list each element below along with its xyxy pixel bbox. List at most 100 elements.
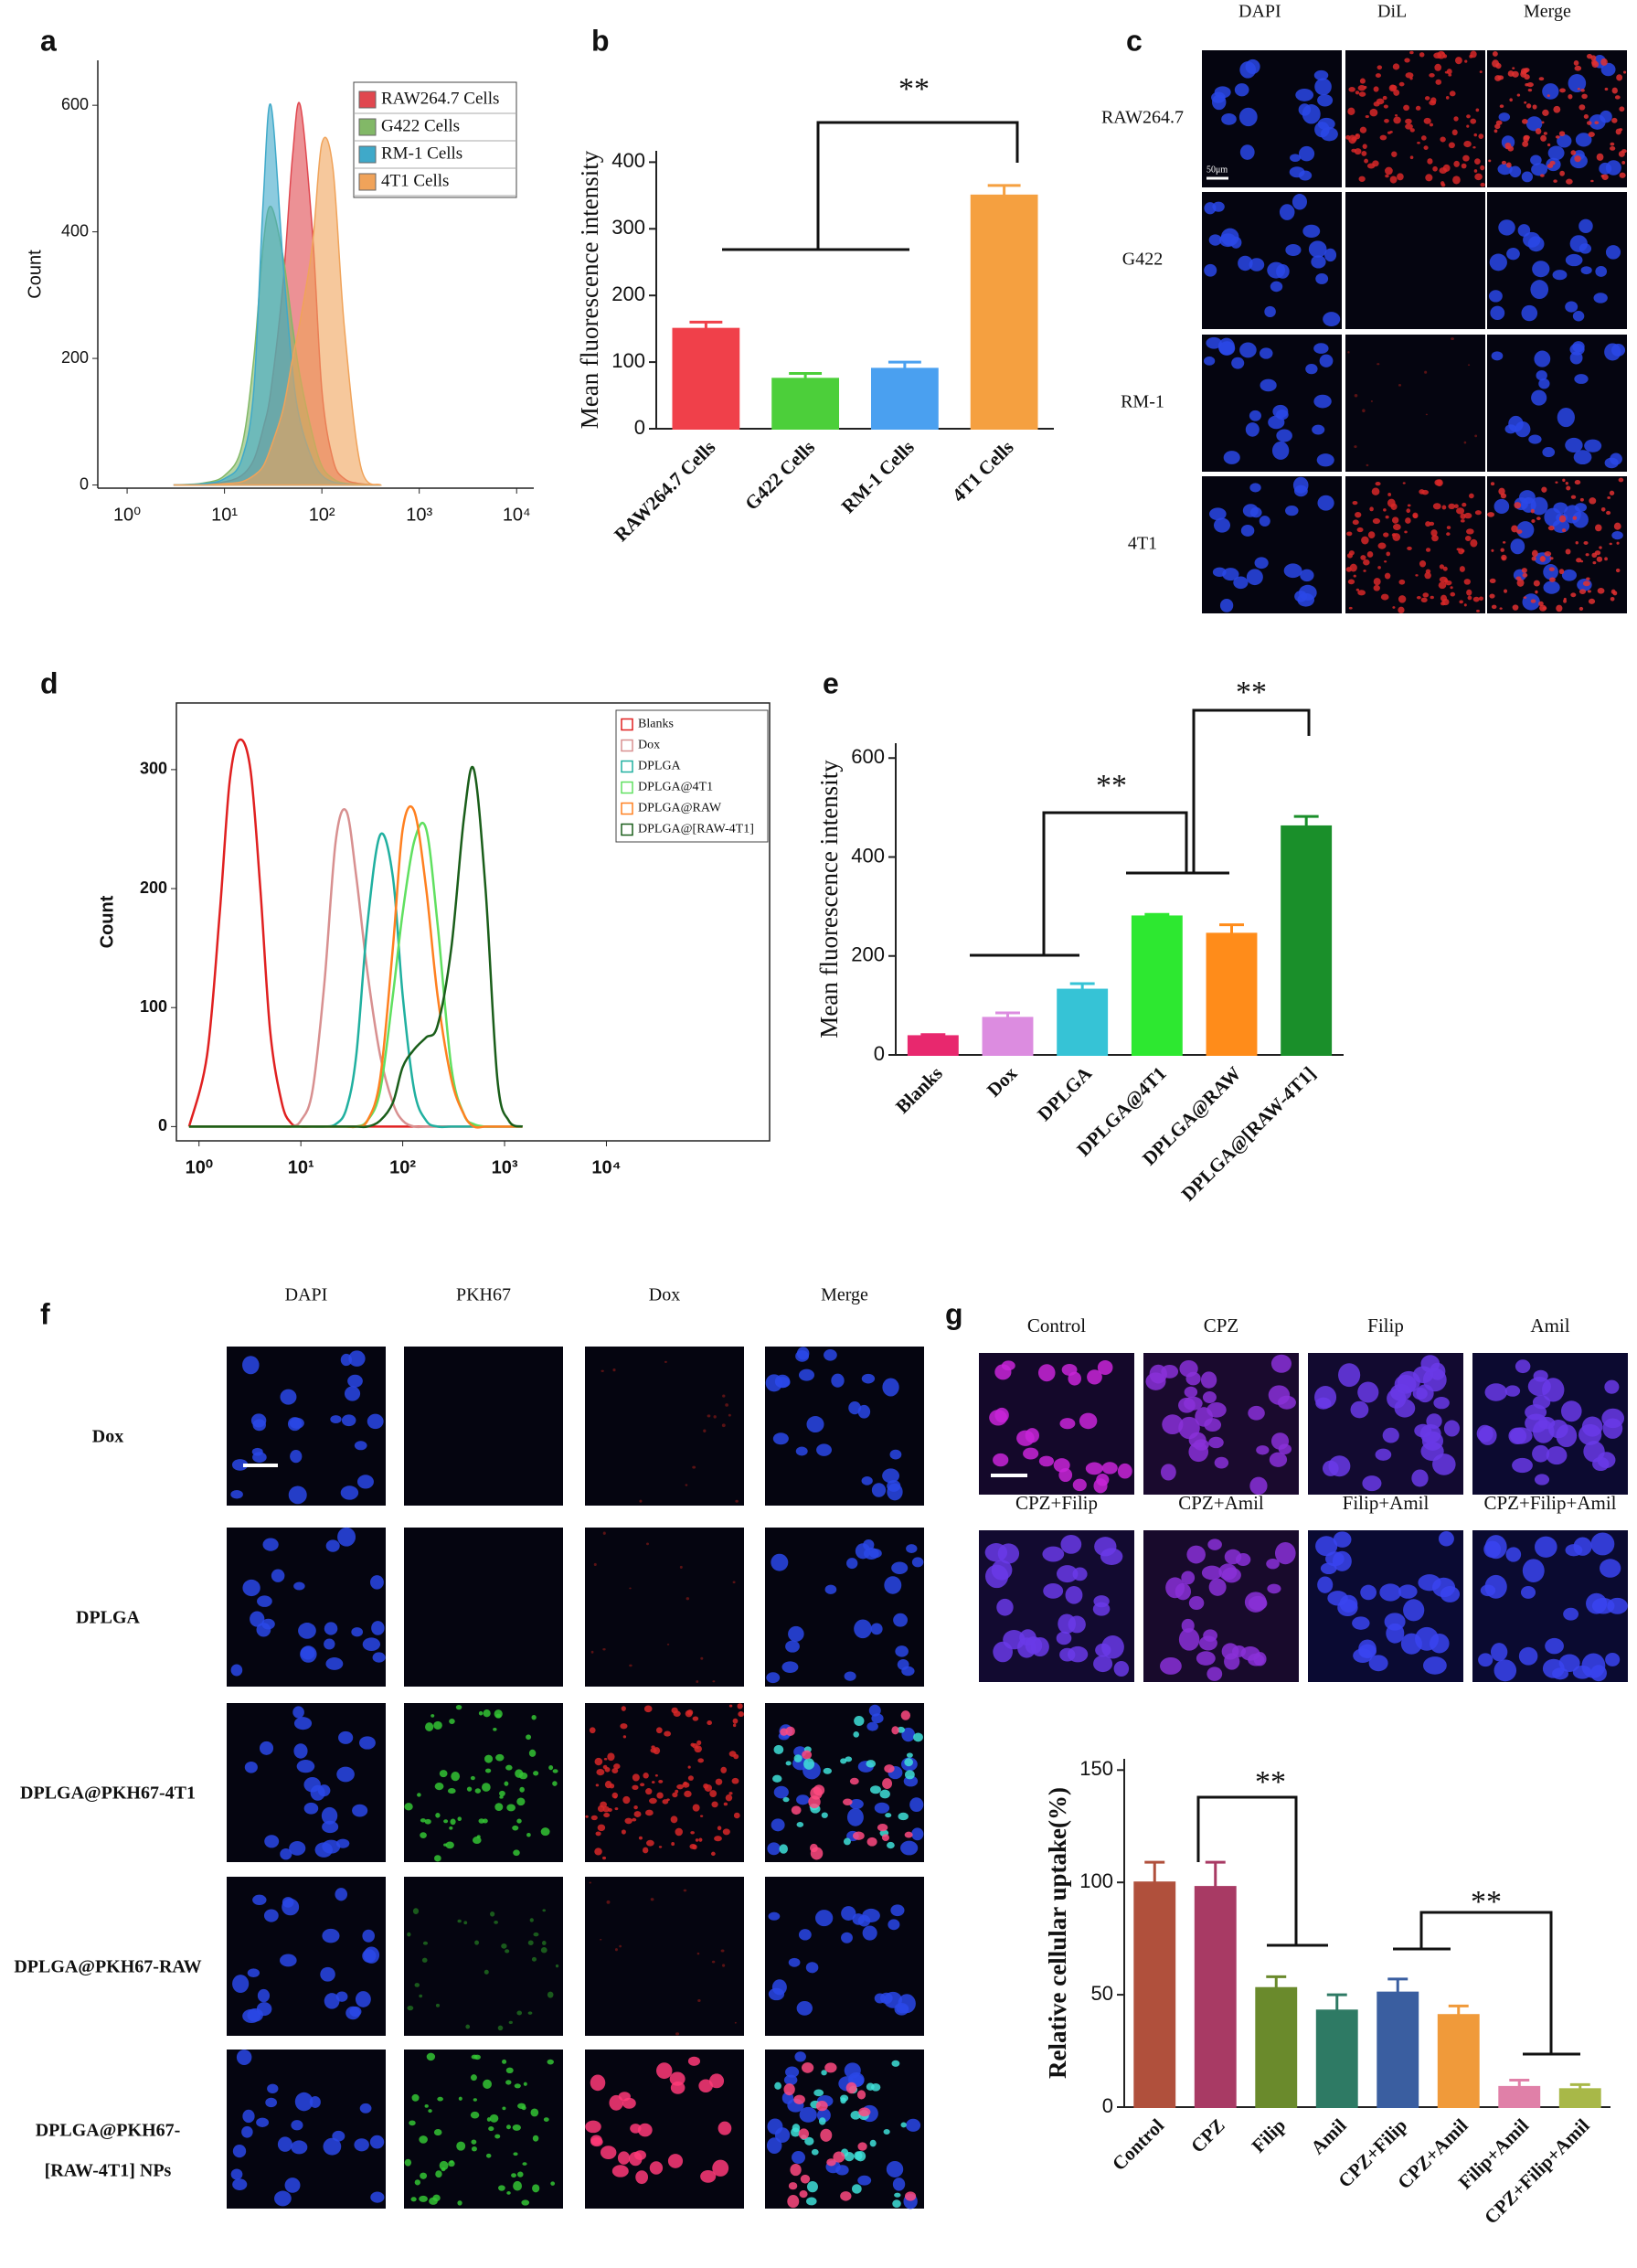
cell — [511, 2173, 516, 2178]
cell — [607, 1752, 615, 1762]
cell — [1421, 489, 1430, 495]
cell — [855, 1543, 871, 1560]
cell — [1394, 113, 1398, 117]
micrograph-image — [404, 1877, 563, 2036]
cell — [1541, 121, 1545, 124]
cell — [646, 1542, 649, 1546]
cell — [533, 1932, 539, 1937]
cell — [585, 2120, 601, 2134]
cell — [1359, 78, 1366, 84]
cell — [606, 1900, 611, 1904]
cell — [1533, 1420, 1555, 1443]
column-header: DiL — [1377, 2, 1407, 22]
cell — [1393, 116, 1401, 124]
micrograph-image — [585, 1877, 744, 2036]
cell — [1279, 204, 1295, 220]
cell — [1610, 142, 1615, 146]
cell — [1233, 576, 1249, 590]
cell — [602, 1531, 606, 1535]
cell — [1314, 78, 1332, 96]
bar — [1206, 932, 1258, 1057]
y-tick-label: 600 — [61, 95, 89, 113]
cell — [1270, 1432, 1290, 1450]
cell — [1546, 1446, 1568, 1465]
cell — [404, 2158, 412, 2167]
cell — [1057, 1565, 1079, 1583]
cell — [866, 1721, 878, 1731]
significance-bracket — [1419, 1911, 1553, 2054]
cell — [683, 1781, 688, 1786]
micrograph-background — [404, 1877, 563, 2036]
cell — [1373, 578, 1381, 586]
cell — [531, 1714, 537, 1720]
cell — [1352, 519, 1359, 526]
cell — [1573, 1537, 1592, 1556]
cell — [795, 1350, 809, 1362]
cell — [796, 1794, 810, 1805]
cell — [1317, 117, 1335, 131]
cell — [1404, 58, 1410, 63]
cell — [370, 2191, 385, 2203]
cell — [1487, 512, 1495, 517]
cell — [1531, 556, 1536, 561]
row-label: RM-1 — [1121, 392, 1164, 412]
cell — [284, 2177, 301, 2193]
cell — [1224, 1549, 1242, 1565]
cell — [1536, 370, 1547, 381]
cell — [848, 1401, 862, 1415]
cell — [589, 1881, 592, 1884]
cell — [1574, 480, 1581, 485]
cell — [247, 1968, 260, 1978]
cell — [356, 1475, 374, 1489]
y-tick-label: 200 — [851, 943, 885, 966]
cell — [597, 1824, 606, 1832]
cell — [1466, 114, 1471, 119]
cell — [495, 1753, 505, 1762]
cell — [1491, 351, 1504, 361]
cell — [1573, 59, 1579, 66]
cell — [1573, 450, 1592, 465]
cell — [443, 1819, 449, 1824]
cell — [1357, 1381, 1379, 1403]
cell — [1266, 1558, 1280, 1570]
micrograph-image — [404, 1347, 563, 1506]
micrograph-background — [1143, 1530, 1299, 1682]
cell — [1402, 482, 1406, 484]
cell — [1347, 351, 1350, 354]
cell — [434, 1855, 441, 1862]
cell — [1472, 596, 1480, 602]
cell — [1515, 421, 1531, 438]
cell — [1384, 1613, 1406, 1631]
row-label: G422 — [1122, 250, 1163, 270]
cell — [732, 1581, 736, 1584]
cell — [585, 1815, 589, 1818]
cell — [1430, 97, 1437, 104]
cell — [1609, 542, 1612, 546]
cell — [1385, 166, 1393, 176]
cell — [1356, 527, 1364, 533]
cell — [712, 1680, 716, 1683]
cell — [523, 2082, 527, 2086]
cell — [1470, 538, 1478, 548]
cell — [671, 1707, 678, 1714]
cell — [1377, 542, 1387, 549]
cell — [1403, 104, 1410, 112]
cell — [1548, 567, 1555, 571]
cell — [434, 1783, 444, 1791]
cell — [443, 1843, 448, 1847]
cell — [994, 1364, 1012, 1380]
cell — [1516, 521, 1535, 539]
cell — [1590, 179, 1594, 183]
cell — [866, 2082, 875, 2091]
cell — [1519, 490, 1536, 505]
micrograph-background — [1487, 192, 1627, 329]
cell — [1276, 409, 1289, 421]
cell — [1498, 112, 1511, 122]
cell — [1464, 535, 1472, 541]
cell — [1530, 280, 1549, 300]
cell — [734, 2021, 737, 2024]
cell — [1506, 247, 1520, 261]
cell — [1085, 1462, 1103, 1475]
cell — [512, 2124, 522, 2131]
cell — [1425, 548, 1431, 552]
